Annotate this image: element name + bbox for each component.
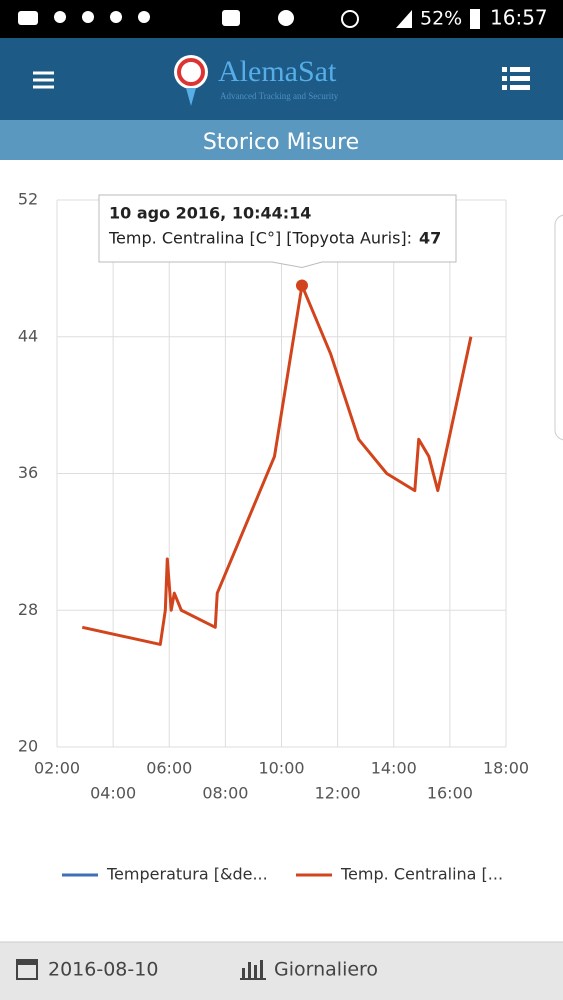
menu-button[interactable] bbox=[33, 71, 54, 89]
brand: AlemaSat bbox=[218, 55, 337, 88]
x-tick-label: 02:00 bbox=[34, 759, 80, 778]
x-tick-label: 16:00 bbox=[427, 784, 473, 803]
x-tick-label: 14:00 bbox=[371, 759, 417, 778]
legend-label: Temp. Centralina [... bbox=[340, 865, 503, 884]
legend-label: Temperatura [&de... bbox=[106, 865, 268, 884]
y-tick-label: 36 bbox=[18, 463, 38, 482]
calendar-icon[interactable] bbox=[16, 959, 38, 980]
y-tick-label: 20 bbox=[18, 737, 38, 756]
tooltip-label: Temp. Centralina [C°] [Topyota Auris]: bbox=[108, 229, 412, 248]
logo bbox=[174, 55, 208, 106]
x-tick-label: 12:00 bbox=[315, 784, 361, 803]
tooltip-value: 47 bbox=[419, 229, 441, 248]
y-tick-label: 28 bbox=[18, 600, 38, 619]
app-header bbox=[0, 38, 563, 120]
x-tick-label: 10:00 bbox=[258, 759, 304, 778]
clock: 16:57 bbox=[490, 6, 548, 30]
side-panel bbox=[554, 214, 563, 441]
tooltip-date: 10 ago 2016, 10:44:14 bbox=[109, 204, 311, 223]
x-tick-label: 04:00 bbox=[90, 784, 136, 803]
status-icons bbox=[18, 9, 480, 29]
list-button[interactable] bbox=[502, 67, 530, 90]
line bbox=[81, 283, 473, 646]
footer bbox=[0, 942, 563, 1000]
page-title: Storico Misure bbox=[203, 130, 359, 155]
footer-period[interactable]: Giornaliero bbox=[274, 959, 378, 981]
highlight-point bbox=[295, 279, 308, 292]
footer-date[interactable]: 2016-08-10 bbox=[48, 959, 158, 981]
x-tick-label: 08:00 bbox=[202, 784, 248, 803]
title-bar bbox=[0, 120, 563, 160]
y-tick-label: 52 bbox=[18, 190, 38, 209]
battery: 52% bbox=[420, 8, 462, 30]
tooltip-box bbox=[98, 194, 457, 268]
tagline: Advanced Tracking and Security bbox=[220, 91, 339, 101]
x-tick-label: 18:00 bbox=[483, 759, 529, 778]
chart: 20 28 36 44 52 02:00 04:00 06:00 08:00 10:00 12:00… bbox=[18, 190, 529, 884]
chart-icon[interactable] bbox=[240, 960, 266, 980]
x-tick-label: 06:00 bbox=[146, 759, 192, 778]
y-tick-label: 44 bbox=[18, 326, 38, 345]
